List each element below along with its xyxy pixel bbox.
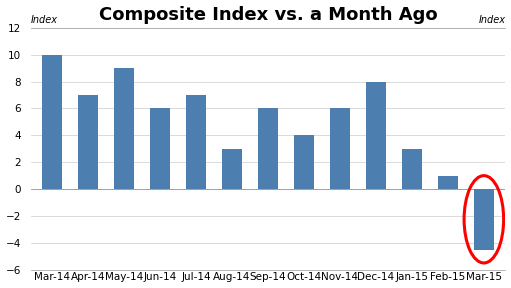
Bar bbox=[222, 149, 242, 189]
Bar bbox=[186, 95, 206, 189]
Bar bbox=[42, 55, 62, 189]
Bar bbox=[294, 135, 314, 189]
Bar bbox=[366, 82, 386, 189]
Bar bbox=[438, 176, 458, 189]
Text: Index: Index bbox=[31, 16, 58, 25]
Bar bbox=[150, 109, 170, 189]
Bar bbox=[114, 68, 134, 189]
Bar bbox=[330, 109, 350, 189]
Bar bbox=[402, 149, 422, 189]
Bar bbox=[258, 109, 278, 189]
Title: Composite Index vs. a Month Ago: Composite Index vs. a Month Ago bbox=[99, 5, 437, 24]
Bar bbox=[474, 189, 494, 249]
Text: Index: Index bbox=[478, 16, 505, 25]
Bar bbox=[78, 95, 98, 189]
